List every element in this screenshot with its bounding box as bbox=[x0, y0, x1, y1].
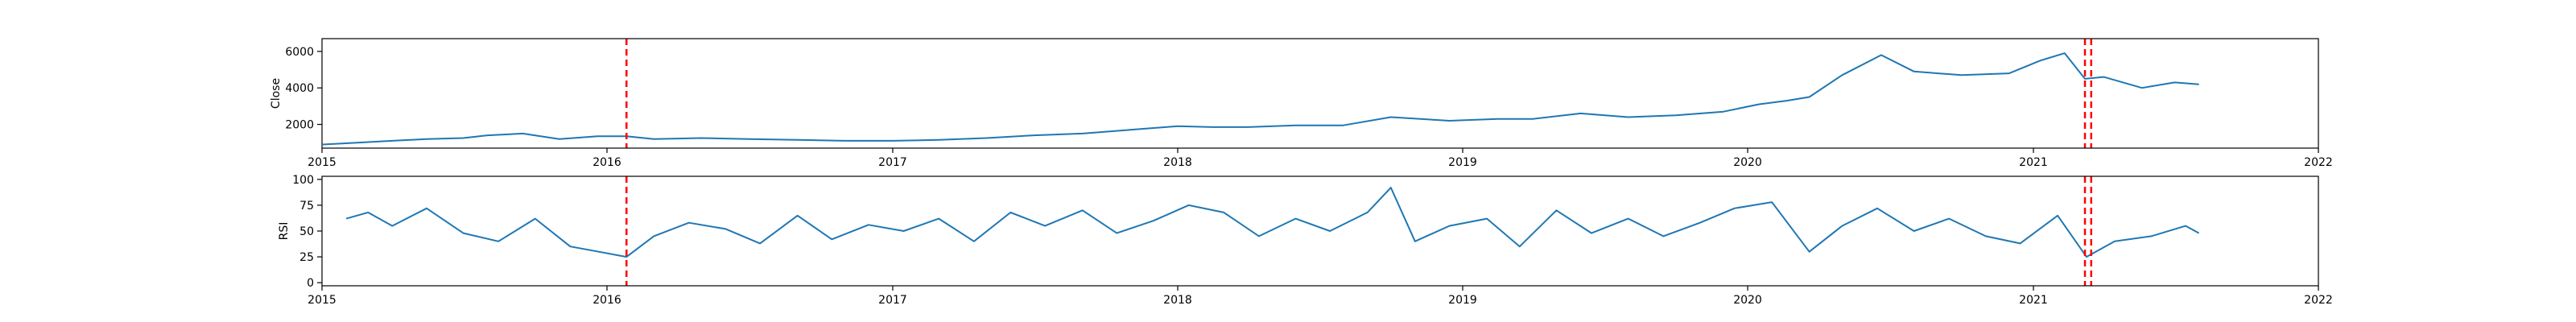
x-tick-label-0-5: 2020 bbox=[1733, 156, 1762, 169]
x-tick-label-1-4: 2019 bbox=[1448, 294, 1477, 307]
y-tick-label-1-0: 0 bbox=[307, 277, 314, 290]
x-tick-label-1-0: 2015 bbox=[308, 294, 336, 307]
x-tick-label-1-1: 2016 bbox=[592, 294, 621, 307]
y-axis-label-1: RSI bbox=[278, 222, 291, 241]
x-tick-label-0-2: 2017 bbox=[878, 156, 907, 169]
x-tick-label-1-5: 2020 bbox=[1733, 294, 1762, 307]
axes-frame-1 bbox=[321, 175, 2319, 287]
x-tick-label-0-1: 2016 bbox=[592, 156, 621, 169]
series-line-1-0 bbox=[345, 187, 2200, 258]
y-tick-label-0-1: 4000 bbox=[285, 82, 314, 95]
x-tick-label-1-3: 2018 bbox=[1163, 294, 1192, 307]
x-tick-label-1-6: 2021 bbox=[2019, 294, 2048, 307]
y-tick-label-0-0: 2000 bbox=[285, 119, 314, 132]
x-tick-label-0-6: 2021 bbox=[2019, 156, 2048, 169]
rsi-panel: 2015 2016 2017 2018 2019 2020 2021 2022 0 25 50 75 1… bbox=[278, 174, 2333, 307]
y-tick-label-1-4: 100 bbox=[292, 174, 314, 187]
close-price-panel: 2015 2016 2017 2018 2019 2020 2021 2022 2000 4000… bbox=[270, 38, 2333, 169]
y-tick-label-1-2: 50 bbox=[299, 225, 314, 238]
y-tick-label-1-1: 25 bbox=[299, 251, 314, 264]
series-line-0-0 bbox=[322, 52, 2199, 146]
x-tick-label-1-2: 2017 bbox=[878, 294, 907, 307]
x-tick-label-0-3: 2018 bbox=[1163, 156, 1192, 169]
y-axis-label-0: Close bbox=[270, 78, 283, 109]
x-tick-label-0-0: 2015 bbox=[308, 156, 336, 169]
x-tick-label-0-7: 2022 bbox=[2304, 156, 2333, 169]
axes-frame-0 bbox=[321, 38, 2319, 149]
x-tick-label-0-4: 2019 bbox=[1448, 156, 1477, 169]
y-tick-label-1-3: 75 bbox=[299, 200, 314, 213]
y-tick-label-0-2: 6000 bbox=[285, 46, 314, 59]
x-tick-label-1-7: 2022 bbox=[2304, 294, 2333, 307]
